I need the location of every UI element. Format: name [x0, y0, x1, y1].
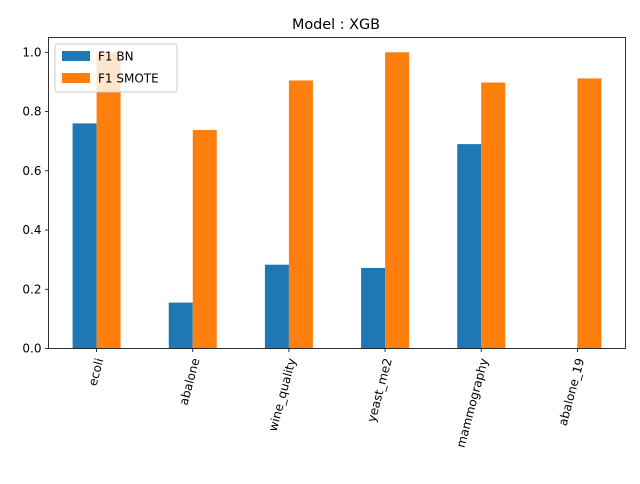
bar-f1-smote-abalone_19: [577, 78, 602, 349]
y-tick-label: 0.4: [22, 223, 41, 237]
bar-f1-smote-wine_quality: [288, 80, 313, 349]
bar-f1-smote-mammography: [481, 82, 506, 349]
bars-layer: [72, 52, 602, 349]
y-tick-label: 1.0: [22, 45, 41, 59]
y-tick-label: 0.2: [22, 282, 41, 296]
y-tick-label: 0.0: [22, 342, 41, 356]
legend-swatch-f1-smote: [62, 73, 90, 83]
legend-swatch-f1-bn: [62, 51, 90, 61]
y-axis: 0.0 0.2 0.4 0.6 0.8 1.0: [22, 45, 49, 356]
bar-f1-smote-yeast_me2: [385, 52, 410, 349]
y-tick-label: 0.8: [22, 105, 41, 119]
bar-f1-bn-wine_quality: [264, 264, 289, 349]
bar-f1-bn-ecoli: [72, 123, 97, 349]
bar-f1-smote-ecoli: [96, 52, 121, 349]
plot-frame: [48, 37, 626, 349]
bar-f1-bn-abalone: [168, 302, 193, 349]
bar-f1-bn-mammography: [457, 144, 482, 349]
bar-f1-smote-abalone: [192, 129, 217, 349]
legend: F1 BN F1 SMOTE: [54, 43, 178, 93]
legend-label-f1-bn: F1 BN: [98, 50, 134, 64]
chart-title: Model : XGB: [292, 17, 380, 33]
legend-label-f1-smote: F1 SMOTE: [98, 72, 159, 86]
bar-f1-bn-yeast_me2: [361, 267, 386, 349]
y-tick-label: 0.6: [22, 164, 41, 178]
